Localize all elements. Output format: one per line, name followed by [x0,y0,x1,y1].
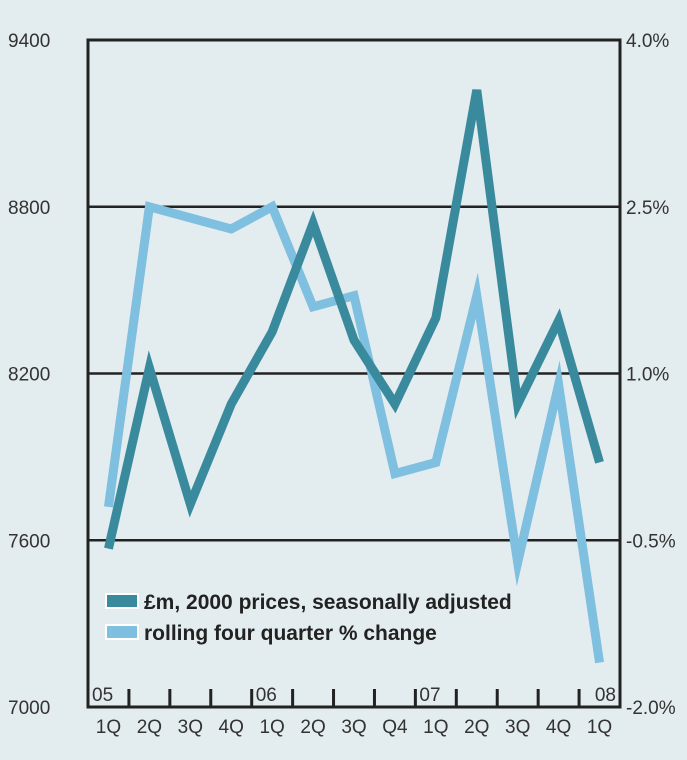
left-tick-label: 7600 [8,531,50,552]
x-tick-label: 1Q [96,717,121,738]
x-tick-label: 2Q [300,717,325,738]
left-tick-label: 7000 [8,698,50,719]
right-axis: -2.0% -0.5% 1.0% 2.5% 4.0% [626,31,676,719]
year-label: 06 [256,685,277,706]
x-tick-label: 1Q [423,717,448,738]
legend: £m, 2000 prices, seasonally adjusted rol… [105,591,512,645]
left-axis: 7000 7600 8200 8800 9400 [8,31,50,719]
legend-swatch-dark [105,593,139,609]
legend-label-dark: £m, 2000 prices, seasonally adjusted [144,591,512,614]
legend-label-light: rolling four quarter % change [144,622,437,645]
x-tick-label: Q4 [382,717,408,738]
x-tick-label: 1Q [259,717,284,738]
series-line-1 [104,89,604,550]
plot-frame [86,38,622,709]
series-lines [104,89,604,664]
x-tick-label: 3Q [178,717,203,738]
x-tick-label: 3Q [505,717,530,738]
x-tick-label: 4Q [546,717,571,738]
x-axis: 1Q 2Q 3Q 4Q 1Q 2Q 3Q Q4 1Q 2Q 3Q 4Q 1Q 05 06 07 08 [92,685,616,738]
x-tick-label: 2Q [137,717,162,738]
right-tick-label: -0.5% [626,531,676,552]
legend-item-dark: £m, 2000 prices, seasonally adjusted [105,591,512,614]
x-tick-label: 1Q [587,717,612,738]
right-tick-label: 2.5% [626,198,669,219]
right-tick-label: 4.0% [626,31,669,52]
year-label: 05 [92,685,113,706]
year-label: 07 [419,685,440,706]
year-label: 08 [595,685,616,706]
right-tick-label: 1.0% [626,365,669,386]
x-tick-label: 2Q [464,717,489,738]
legend-item-light: rolling four quarter % change [105,622,437,645]
left-tick-label: 8800 [8,198,50,219]
left-tick-label: 9400 [8,31,50,52]
right-tick-label: -2.0% [626,698,676,719]
left-tick-label: 8200 [8,365,50,386]
x-tick-label: 3Q [341,717,366,738]
legend-swatch-light [105,624,139,640]
x-tick-label: 4Q [219,717,244,738]
